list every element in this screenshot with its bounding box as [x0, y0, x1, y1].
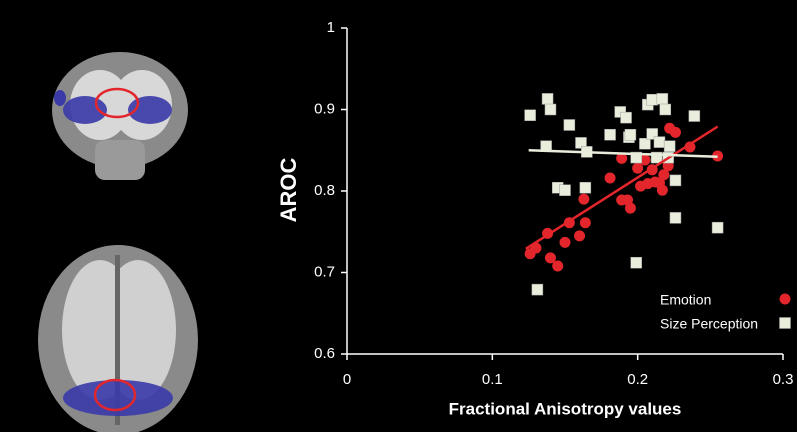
x-tick-label: 0.2	[627, 371, 648, 388]
point	[664, 141, 675, 152]
point	[657, 185, 668, 196]
y-tick-label: 0.7	[314, 263, 335, 280]
point	[654, 137, 665, 148]
point	[560, 185, 571, 196]
y-tick-label: 0.6	[314, 345, 335, 362]
point	[564, 119, 575, 130]
point	[545, 104, 556, 115]
y-tick-label: 1	[327, 19, 335, 36]
point	[532, 284, 543, 295]
point	[560, 237, 571, 248]
point	[631, 257, 642, 268]
x-tick-label: 0.3	[773, 371, 794, 388]
point	[670, 127, 681, 138]
x-tick-label: 0	[343, 371, 351, 388]
point	[605, 129, 616, 140]
chart: AROC Fractional Anisotropy values 0.6 0.7…	[0, 0, 797, 432]
legend-label: Emotion	[660, 292, 711, 308]
point	[657, 93, 668, 104]
point	[542, 93, 553, 104]
point	[670, 175, 681, 186]
point	[525, 110, 536, 121]
point	[580, 182, 591, 193]
legend-label: Size Perception	[660, 316, 758, 332]
point	[552, 260, 563, 271]
brain-axial	[38, 245, 198, 432]
legend-marker	[780, 318, 791, 329]
legend-marker	[780, 294, 791, 305]
y-tick-label: 0.9	[314, 100, 335, 117]
point	[574, 230, 585, 241]
y-axis-label: AROC	[276, 158, 301, 223]
y-tick-label: 0.8	[314, 182, 335, 199]
point	[689, 111, 700, 122]
point	[625, 129, 636, 140]
point	[605, 172, 616, 183]
point	[621, 112, 632, 123]
point	[639, 138, 650, 149]
point	[712, 222, 723, 233]
point	[647, 94, 658, 105]
point	[660, 104, 671, 115]
point	[670, 212, 681, 223]
point	[578, 194, 589, 205]
point	[580, 217, 591, 228]
point	[625, 203, 636, 214]
x-tick-label: 0.1	[482, 371, 503, 388]
x-axis-label: Fractional Anisotropy values	[449, 399, 682, 418]
